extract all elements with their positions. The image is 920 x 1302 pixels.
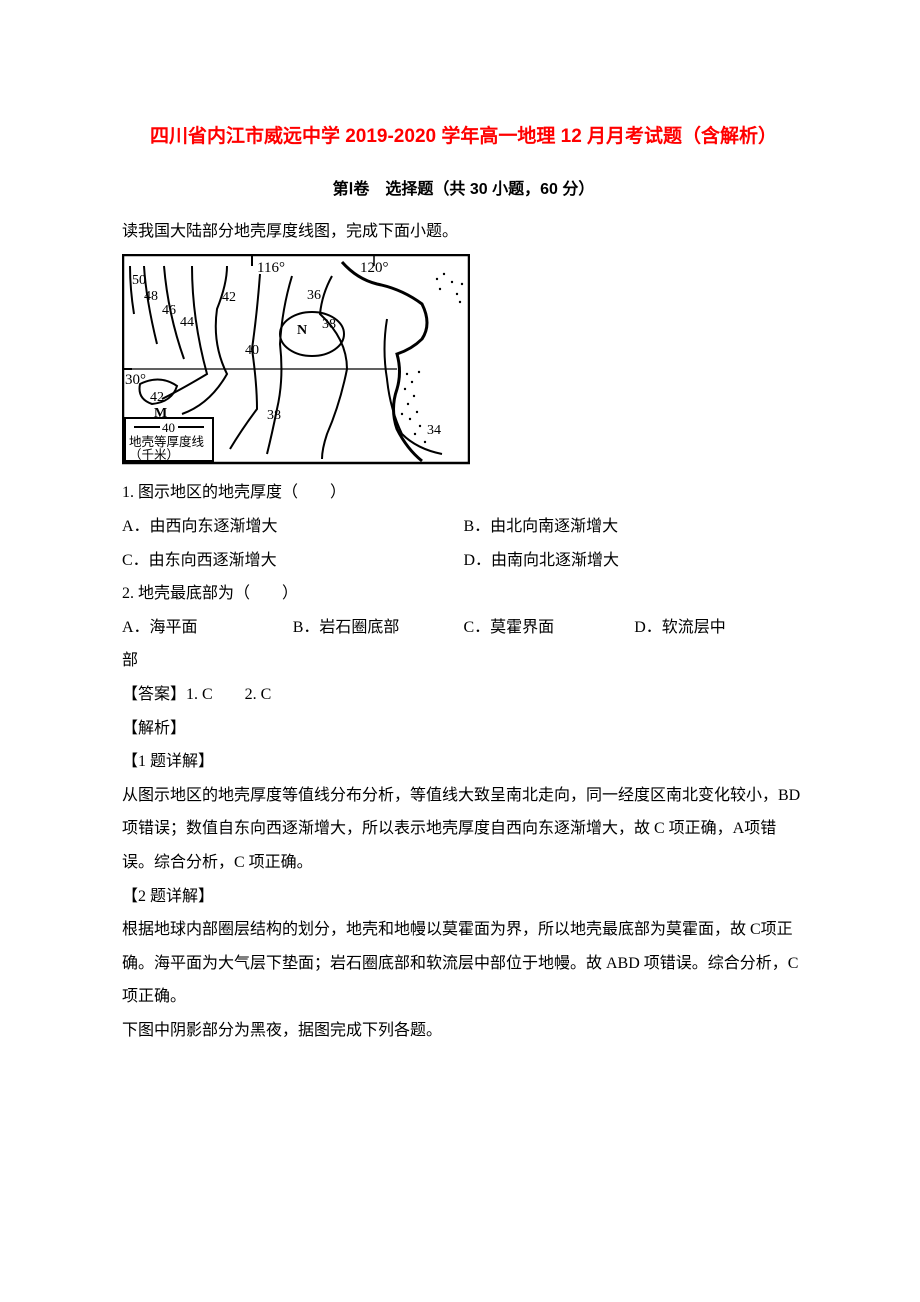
map-figure: 116° 120° 30° 50 48 46 44 42 42 M 40 38 … [122, 254, 805, 466]
legend-40: 40 [162, 420, 175, 435]
n38a-label: 38 [267, 408, 281, 423]
analysis-label: 【解析】 [122, 712, 805, 746]
detail1-label: 【1 题详解】 [122, 745, 805, 779]
n48-label: 48 [144, 289, 158, 304]
closing-text: 下图中阴影部分为黑夜，据图完成下列各题。 [122, 1014, 805, 1048]
q2-options: A．海平面 B．岩石圈底部 C．莫霍界面 D．软流层中 [122, 611, 805, 645]
q2-opt-c: C．莫霍界面 [464, 611, 635, 645]
q2-number: 2. [122, 585, 134, 602]
detail2-label: 【2 题详解】 [122, 880, 805, 914]
n42a-label: 42 [222, 290, 236, 305]
q2-opt-b: B．岩石圈底部 [293, 611, 464, 645]
intro-text: 读我国大陆部分地壳厚度线图，完成下面小题。 [122, 215, 805, 249]
section-header: 第Ⅰ卷 选择题（共 30 小题，60 分） [122, 173, 805, 207]
letter-n: N [297, 323, 307, 338]
q2-stem: 2. 地壳最底部为（ ） [122, 577, 805, 611]
n42b-label: 42 [150, 390, 164, 405]
q1-stem: 1. 图示地区的地壳厚度（ ） [122, 476, 805, 510]
document-title: 四川省内江市威远中学 2019-2020 学年高一地理 12 月月考试题（含解析… [122, 110, 805, 163]
q1-row-cd: C．由东向西逐渐增大 D．由南向北逐渐增大 [122, 544, 805, 578]
q2-opt-d-part2: 部 [122, 644, 805, 678]
detail1-text: 从图示地区的地壳厚度等值线分布分析，等值线大致呈南北走向，同一经度区南北变化较小… [122, 779, 805, 880]
lon-120-label: 120° [360, 260, 389, 276]
q1-row-ab: A．由西向东逐渐增大 B．由北向南逐渐增大 [122, 510, 805, 544]
answers: 【答案】1. C 2. C [122, 678, 805, 712]
q1-opt-d: D．由南向北逐渐增大 [464, 544, 806, 578]
q1-text: 图示地区的地壳厚度（ ） [138, 484, 346, 501]
lon-116-label: 116° [257, 260, 285, 276]
q2-opt-d-part1: D．软流层中 [634, 611, 805, 645]
q2-text: 地壳最底部为（ ） [138, 585, 298, 602]
legend-line1: 地壳等厚度线 [129, 434, 205, 449]
detail2-text: 根据地球内部圈层结构的划分，地壳和地幔以莫霍面为界，所以地壳最底部为莫霍面，故 … [122, 913, 805, 1014]
n40a-label: 40 [245, 343, 259, 358]
n44-label: 44 [180, 315, 194, 330]
q1-number: 1. [122, 484, 134, 501]
lat-30-label: 30° [125, 372, 146, 388]
n46-label: 46 [162, 303, 176, 318]
q1-opt-c: C．由东向西逐渐增大 [122, 544, 464, 578]
n36-label: 36 [307, 288, 321, 303]
q2-opt-a: A．海平面 [122, 611, 293, 645]
q1-opt-b: B．由北向南逐渐增大 [464, 510, 806, 544]
n34-label: 34 [427, 423, 441, 438]
legend-line2: （千米） [129, 448, 179, 462]
q1-opt-a: A．由西向东逐渐增大 [122, 510, 464, 544]
